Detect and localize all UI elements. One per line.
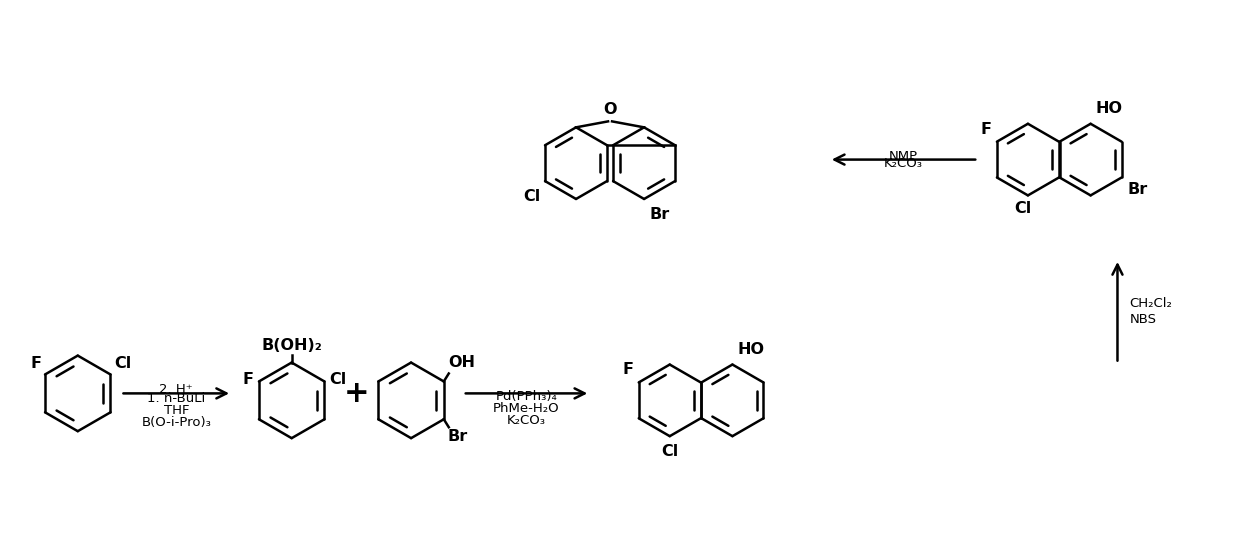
Text: HO: HO — [1096, 101, 1122, 116]
Text: F: F — [622, 362, 634, 378]
Text: Br: Br — [448, 429, 467, 444]
Text: K₂CO₃: K₂CO₃ — [884, 156, 923, 170]
Text: Cl: Cl — [114, 356, 131, 371]
Text: PhMe-H₂O: PhMe-H₂O — [494, 402, 559, 415]
Text: O: O — [604, 103, 616, 117]
Text: NBS: NBS — [1130, 313, 1157, 326]
Text: Pd(PPh₃)₄: Pd(PPh₃)₄ — [496, 390, 557, 404]
Text: Br: Br — [1127, 182, 1148, 198]
Text: Cl: Cl — [330, 372, 347, 387]
Text: 2. H⁺: 2. H⁺ — [160, 383, 193, 396]
Text: B(O-i-Pro)₃: B(O-i-Pro)₃ — [141, 416, 211, 429]
Text: Br: Br — [649, 207, 670, 222]
Text: CH₂Cl₂: CH₂Cl₂ — [1130, 297, 1172, 310]
Text: B(OH)₂: B(OH)₂ — [262, 338, 322, 352]
Text: +: + — [343, 379, 370, 408]
Text: K₂CO₃: K₂CO₃ — [507, 414, 546, 427]
Text: THF: THF — [164, 404, 188, 417]
Text: F: F — [30, 356, 41, 371]
Text: OH: OH — [448, 355, 475, 369]
Text: Cl: Cl — [523, 189, 541, 204]
Text: 1. n-BuLi: 1. n-BuLi — [148, 393, 206, 405]
Text: HO: HO — [738, 341, 764, 357]
Text: NMP: NMP — [889, 150, 918, 163]
Text: Cl: Cl — [1014, 201, 1032, 216]
Text: F: F — [243, 372, 254, 387]
Text: Cl: Cl — [661, 444, 678, 459]
Text: F: F — [981, 122, 992, 137]
